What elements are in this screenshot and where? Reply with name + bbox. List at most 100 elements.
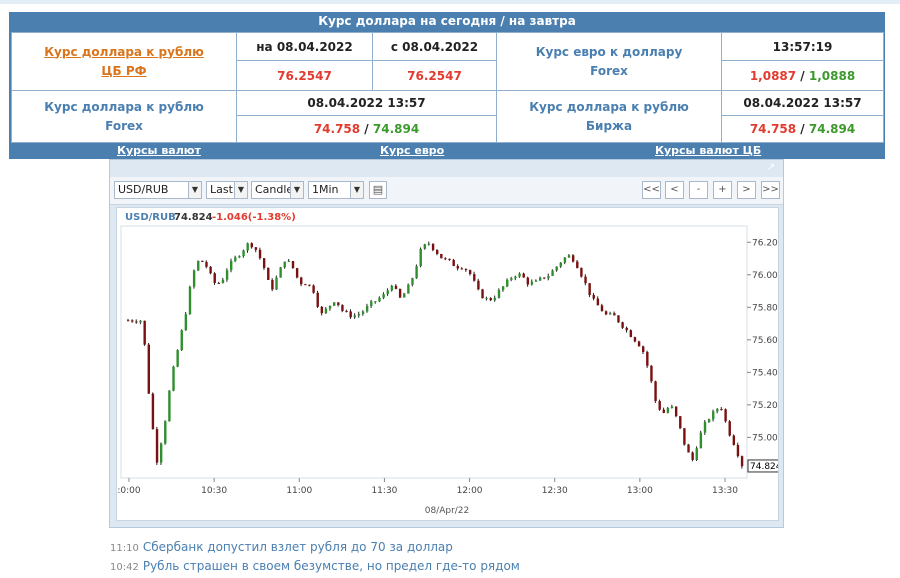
candle-body <box>423 244 427 249</box>
price-chart[interactable]: USD/RUB 74.824 -1.046(-1.38%) 08/Apr/22 … <box>116 207 784 521</box>
candle-body <box>662 409 665 413</box>
candle-body <box>411 278 414 285</box>
candle-body <box>431 243 435 251</box>
news-headline[interactable]: Сбербанк допустил взлет рубля до 70 за д… <box>142 540 453 554</box>
candle-body <box>230 260 233 271</box>
candle-body <box>386 290 389 295</box>
y-tick-label: 75.200 <box>752 401 778 411</box>
y-tick-label: 76.000 <box>752 271 778 281</box>
eur-forex-label-line1: Курс евро к доллару <box>535 44 683 59</box>
candle-body <box>419 248 422 267</box>
candle-body <box>497 290 501 298</box>
news-time: 10:42 <box>110 562 139 573</box>
nav-next-button[interactable]: > <box>737 181 756 199</box>
x-tick-label: 10:30 <box>201 486 227 496</box>
y-tick-label: 75.600 <box>752 336 778 346</box>
symbol-select[interactable]: USD/RUB ▼ <box>114 181 202 199</box>
candle-body <box>736 444 740 457</box>
candle-body <box>287 261 291 263</box>
nav-prev-button[interactable]: < <box>665 181 684 199</box>
candle-body <box>250 243 253 248</box>
candle-body <box>670 406 674 409</box>
cb-rates-link[interactable]: Курсы валют ЦБ <box>655 144 762 157</box>
x-tick-label: 11:00 <box>286 486 312 496</box>
candle-body <box>518 273 521 277</box>
cb-value-today: 76.2547 <box>236 60 373 91</box>
candle-body <box>650 365 653 382</box>
candle-body <box>127 320 130 322</box>
top-border <box>0 0 900 4</box>
cb-label-line2[interactable]: ЦБ РФ <box>101 63 147 78</box>
usd-forex-label-line1: Курс доллара к рублю <box>44 99 204 114</box>
candle-body <box>201 260 204 262</box>
symbol-select-value: USD/RUB <box>118 183 169 196</box>
candle-body <box>407 284 410 294</box>
x-tick-label: 11:30 <box>371 486 397 496</box>
candle-body <box>267 267 270 280</box>
candle-body <box>168 390 171 422</box>
cb-label-cell: Курс доллара к рублю ЦБ РФ <box>11 32 237 91</box>
chevron-down-icon: ▼ <box>350 182 363 198</box>
chart-info-last: 74.824 <box>174 212 213 223</box>
candle-body <box>353 315 356 318</box>
zoom-in-button[interactable]: + <box>713 181 732 199</box>
news-item[interactable]: 10:42 Рубль страшен в своем безумстве, но… <box>110 559 520 573</box>
candle-body <box>139 320 142 323</box>
candle-body <box>341 305 344 311</box>
candle-body <box>683 428 686 445</box>
cb-label-line1[interactable]: Курс доллара к рублю <box>44 44 204 59</box>
candle-body <box>254 247 258 250</box>
candle-body <box>436 250 439 254</box>
candlestick-chart[interactable]: USD/RUB 74.824 -1.046(-1.38%) 08/Apr/22 … <box>117 208 783 520</box>
mode-select[interactable]: Last ▼ <box>206 181 248 199</box>
candle-body <box>271 279 274 290</box>
usd-forex-datetime: 08.04.2022 13:57 <box>236 90 497 116</box>
nav-last-button[interactable]: >> <box>761 181 780 199</box>
x-tick-label: 12:00 <box>457 486 483 496</box>
candle-body <box>291 261 295 269</box>
candle-body <box>703 421 707 433</box>
candle-body <box>304 284 307 286</box>
x-tick-label: 13:30 <box>712 486 738 496</box>
candle-body <box>580 268 583 277</box>
candle-body <box>477 280 480 290</box>
news-time: 11:10 <box>110 543 139 554</box>
candle-body <box>217 282 221 284</box>
candle-body <box>687 444 690 453</box>
candle-body <box>621 322 624 328</box>
candle-body <box>642 346 645 352</box>
interval-select[interactable]: 1Min ▼ <box>308 181 364 199</box>
usd-forex-quote: 74.758 / 74.894 <box>236 115 497 143</box>
candle-body <box>345 310 348 312</box>
candle-body <box>679 416 682 429</box>
chart-type-select[interactable]: Candle ▼ <box>251 181 304 199</box>
indicators-icon[interactable]: ▤ <box>369 181 387 199</box>
expand-icon[interactable]: ↗ <box>766 162 776 173</box>
candle-body <box>600 305 604 312</box>
candle-body <box>403 293 406 298</box>
news-headline[interactable]: Рубль страшен в своем безумстве, но пред… <box>142 559 520 573</box>
euro-link[interactable]: Курс евро <box>380 144 445 157</box>
currencies-link[interactable]: Курсы валют <box>117 144 201 157</box>
usd-exchange-label-line2: Биржа <box>585 118 633 133</box>
y-tick-label: 75.800 <box>752 303 778 313</box>
chart-toolbar: USD/RUB ▼ Last ▼ Candle ▼ 1Min ▼ ▤ << < - + … <box>110 177 783 205</box>
candle-body <box>658 401 661 410</box>
nav-first-button[interactable]: << <box>642 181 661 199</box>
candle-body <box>576 261 579 269</box>
candle-body <box>320 306 324 314</box>
eur-forex-time: 13:57:19 <box>721 32 884 61</box>
candle-body <box>571 255 575 262</box>
usd-forex-label-line2: Forex <box>105 118 143 133</box>
candle-body <box>192 270 196 287</box>
usd-forex-ask: 74.894 <box>372 122 420 136</box>
candle-body <box>238 256 241 258</box>
eur-forex-sep: / <box>796 68 809 83</box>
rates-panel: Курс доллара на сегодня / на завтра Курс… <box>9 12 885 159</box>
candle-body <box>213 273 216 283</box>
news-item[interactable]: 11:10 Сбербанк допустил взлет рубля до 70… <box>110 540 453 554</box>
zoom-out-button[interactable]: - <box>689 181 708 199</box>
candle-body <box>666 408 670 413</box>
candle-body <box>234 257 237 261</box>
candle-body <box>394 285 398 289</box>
